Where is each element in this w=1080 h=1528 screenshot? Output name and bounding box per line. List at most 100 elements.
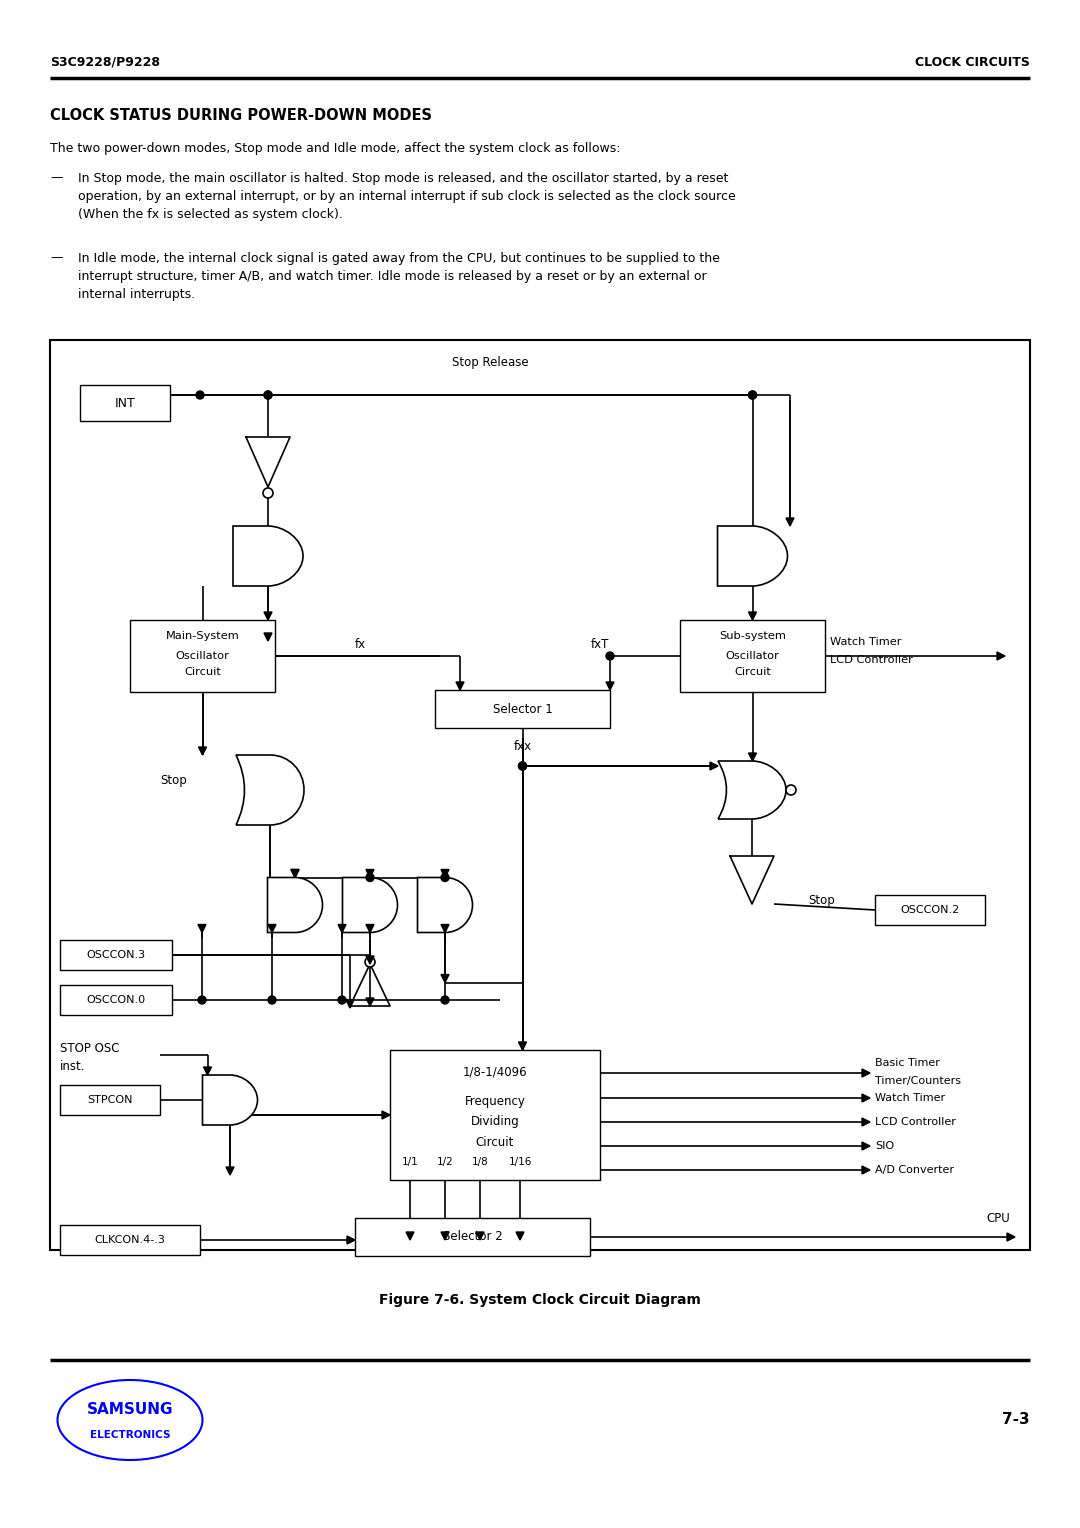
Text: ELECTRONICS: ELECTRONICS — [90, 1430, 171, 1439]
Bar — [60, 1225, 200, 1254]
Polygon shape — [862, 1166, 870, 1174]
Text: STPCON: STPCON — [87, 1096, 133, 1105]
PathPatch shape — [717, 526, 787, 587]
Text: Circuit: Circuit — [734, 668, 771, 677]
Bar — [60, 986, 172, 1015]
Circle shape — [264, 391, 272, 399]
Polygon shape — [350, 964, 390, 1005]
Circle shape — [195, 391, 204, 399]
Polygon shape — [338, 924, 346, 932]
PathPatch shape — [718, 761, 786, 819]
Text: —: — — [50, 252, 63, 264]
Text: A/D Converter: A/D Converter — [875, 1164, 954, 1175]
Text: SIO: SIO — [875, 1141, 894, 1151]
Polygon shape — [347, 1236, 355, 1244]
Circle shape — [786, 785, 796, 795]
Text: OSCCON.3: OSCCON.3 — [86, 950, 146, 960]
Bar — [680, 620, 825, 692]
Circle shape — [366, 874, 374, 882]
Polygon shape — [997, 652, 1005, 660]
Polygon shape — [862, 1118, 870, 1126]
Text: SAMSUNG: SAMSUNG — [86, 1403, 173, 1418]
Circle shape — [518, 762, 527, 770]
Polygon shape — [203, 1067, 212, 1076]
Polygon shape — [456, 681, 464, 691]
Text: INT: INT — [114, 396, 135, 410]
Polygon shape — [264, 633, 272, 642]
Polygon shape — [518, 1042, 527, 1050]
Text: Stop Release: Stop Release — [451, 356, 528, 368]
Circle shape — [338, 996, 346, 1004]
Bar — [80, 385, 170, 422]
Text: 7-3: 7-3 — [1002, 1412, 1030, 1427]
Text: LCD Controller: LCD Controller — [831, 656, 913, 665]
Polygon shape — [862, 1094, 870, 1102]
Text: OSCCON.2: OSCCON.2 — [901, 905, 960, 915]
Text: In Stop mode, the main oscillator is halted. Stop mode is released, and the osci: In Stop mode, the main oscillator is hal… — [78, 171, 728, 185]
Polygon shape — [476, 1232, 484, 1241]
Text: CPU: CPU — [986, 1213, 1010, 1225]
Text: 1/2: 1/2 — [436, 1157, 454, 1167]
Polygon shape — [264, 613, 272, 620]
Polygon shape — [862, 1141, 870, 1151]
Text: STOP OSC: STOP OSC — [60, 1042, 120, 1054]
Polygon shape — [346, 999, 354, 1008]
Text: 1/16: 1/16 — [509, 1157, 531, 1167]
Text: fx: fx — [354, 637, 365, 651]
Polygon shape — [748, 613, 756, 620]
Polygon shape — [516, 1232, 524, 1241]
Polygon shape — [366, 957, 374, 964]
Text: OSCCON.0: OSCCON.0 — [86, 995, 146, 1005]
Text: Circuit: Circuit — [184, 668, 221, 677]
Text: 1/8-1/4096: 1/8-1/4096 — [462, 1065, 527, 1079]
PathPatch shape — [237, 755, 303, 825]
Text: —: — — [50, 171, 63, 185]
Text: Dividing: Dividing — [471, 1115, 519, 1129]
Circle shape — [198, 996, 206, 1004]
Text: fxT: fxT — [591, 637, 609, 651]
Text: S3C9228/P9228: S3C9228/P9228 — [50, 55, 160, 69]
Polygon shape — [268, 924, 276, 932]
PathPatch shape — [342, 877, 397, 932]
Text: CLOCK STATUS DURING POWER-DOWN MODES: CLOCK STATUS DURING POWER-DOWN MODES — [50, 107, 432, 122]
Polygon shape — [226, 1167, 234, 1175]
Polygon shape — [199, 747, 206, 755]
Text: CLKCON.4-.3: CLKCON.4-.3 — [95, 1235, 165, 1245]
Bar — [60, 1085, 160, 1115]
Text: Oscillator: Oscillator — [726, 651, 780, 662]
Text: Frequency: Frequency — [464, 1096, 526, 1108]
Text: 1/1: 1/1 — [402, 1157, 418, 1167]
Text: Main-System: Main-System — [165, 631, 240, 642]
Text: operation, by an external interrupt, or by an internal interrupt if sub clock is: operation, by an external interrupt, or … — [78, 189, 735, 203]
Polygon shape — [366, 924, 374, 932]
Text: Oscillator: Oscillator — [176, 651, 229, 662]
PathPatch shape — [268, 877, 323, 932]
Polygon shape — [291, 869, 299, 877]
Text: Watch Timer: Watch Timer — [831, 637, 902, 646]
Polygon shape — [366, 869, 374, 877]
Bar — [390, 1050, 600, 1180]
PathPatch shape — [203, 1076, 257, 1125]
Polygon shape — [441, 975, 449, 983]
Text: interrupt structure, timer A/B, and watch timer. Idle mode is released by a rese: interrupt structure, timer A/B, and watc… — [78, 269, 706, 283]
Text: inst.: inst. — [60, 1059, 85, 1073]
Text: Selector 2: Selector 2 — [443, 1230, 502, 1244]
Text: Timer/Counters: Timer/Counters — [875, 1076, 961, 1086]
Bar — [50, 341, 1030, 1250]
Text: Figure 7-6. System Clock Circuit Diagram: Figure 7-6. System Clock Circuit Diagram — [379, 1293, 701, 1306]
Polygon shape — [366, 998, 374, 1005]
Text: Sub-system: Sub-system — [719, 631, 786, 642]
Polygon shape — [246, 437, 291, 487]
Text: internal interrupts.: internal interrupts. — [78, 287, 195, 301]
Text: Stop: Stop — [160, 773, 187, 787]
Bar — [355, 1218, 590, 1256]
Text: The two power-down modes, Stop mode and Idle mode, affect the system clock as fo: The two power-down modes, Stop mode and … — [50, 142, 621, 154]
Polygon shape — [441, 924, 449, 932]
Circle shape — [268, 996, 276, 1004]
Bar — [875, 895, 985, 924]
Circle shape — [748, 391, 756, 399]
Text: Watch Timer: Watch Timer — [875, 1093, 945, 1103]
Text: (When the fx is selected as system clock).: (When the fx is selected as system clock… — [78, 208, 342, 220]
Circle shape — [365, 957, 375, 967]
Circle shape — [748, 391, 756, 399]
